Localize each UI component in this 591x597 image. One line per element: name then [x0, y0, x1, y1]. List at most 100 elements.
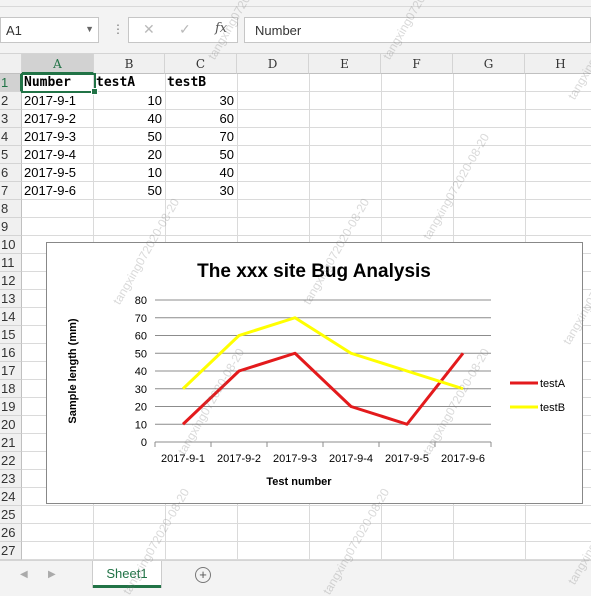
- row-header-20[interactable]: 20: [0, 416, 22, 434]
- y-tick-label: 80: [135, 295, 147, 307]
- cancel-icon[interactable]: ✕: [143, 21, 155, 37]
- header-cell[interactable]: testB: [167, 75, 207, 90]
- cell-testa[interactable]: 20: [147, 147, 162, 162]
- chart-canvas: The xxx site Bug Analysis 0 10 20 30 40 50 60 7…: [67, 261, 566, 488]
- sheet-tab-sheet1[interactable]: Sheet1: [93, 561, 161, 588]
- scroll-tabs-left-icon[interactable]: ◀: [20, 569, 28, 580]
- x-tick-label: 2017-9-6: [441, 453, 485, 465]
- header-cell[interactable]: Number: [24, 75, 71, 90]
- cell-testb[interactable]: 70: [219, 129, 234, 144]
- line-chart[interactable]: The xxx site Bug Analysis 0 10 20 30 40 50 60 7…: [46, 242, 583, 504]
- formula-input[interactable]: Number: [244, 17, 591, 43]
- active-cell-cursor: [21, 73, 98, 95]
- fill-handle[interactable]: [91, 88, 98, 95]
- row-header-18[interactable]: 18: [0, 380, 22, 398]
- cell-testb[interactable]: 30: [219, 183, 234, 198]
- scroll-tabs-right-icon[interactable]: ▶: [48, 569, 56, 580]
- formula-bar: A1 ▼ ⋮ ✕ ✓ fx Number: [0, 7, 591, 54]
- row-header-3[interactable]: 3: [0, 110, 22, 128]
- row-header-2[interactable]: 2: [0, 92, 22, 110]
- cell-testb[interactable]: 40: [219, 165, 234, 180]
- row-header-26[interactable]: 26: [0, 524, 22, 542]
- legend-label-testa: testA: [540, 378, 566, 390]
- cell-testb[interactable]: 50: [219, 147, 234, 162]
- formula-content: Number: [255, 23, 302, 38]
- row-header-11[interactable]: 11: [0, 254, 22, 272]
- x-tick-label: 2017-9-3: [273, 453, 317, 465]
- y-tick-label: 30: [135, 384, 147, 396]
- insert-function-icon[interactable]: fx: [215, 21, 228, 36]
- ribbon-edge: [0, 0, 591, 7]
- sheet-tab-bar: ◀ ▶ Sheet1 +: [0, 560, 591, 591]
- chart-legend[interactable]: testA testB: [510, 378, 566, 414]
- y-axis-label: Sample length (mm): [67, 318, 79, 423]
- row-header-25[interactable]: 25: [0, 506, 22, 524]
- formula-buttons: ✕ ✓ fx: [128, 17, 238, 43]
- y-tick-label: 10: [135, 419, 147, 431]
- cell-number[interactable]: 2017-9-5: [24, 165, 77, 180]
- row-header-9[interactable]: 9: [0, 218, 22, 236]
- row-header-7[interactable]: 7: [0, 182, 22, 200]
- name-box[interactable]: A1 ▼: [0, 17, 99, 43]
- cell-testa[interactable]: 50: [147, 129, 162, 144]
- row-header-23[interactable]: 23: [0, 470, 22, 488]
- y-tick-label: 0: [141, 437, 147, 449]
- cell-number[interactable]: 2017-9-4: [24, 147, 77, 162]
- row-header-22[interactable]: 22: [0, 452, 22, 470]
- row-header-17[interactable]: 17: [0, 362, 22, 380]
- header-cell[interactable]: testA: [96, 75, 136, 90]
- cell-number[interactable]: 2017-9-2: [24, 111, 77, 126]
- column-header-h[interactable]: H: [525, 54, 591, 74]
- y-tick-label: 50: [135, 348, 147, 360]
- column-header-c[interactable]: C: [165, 54, 237, 74]
- chevron-down-icon[interactable]: ▼: [85, 24, 94, 34]
- cell-testa[interactable]: 50: [147, 183, 162, 198]
- status-bar: [0, 590, 591, 596]
- row-header-27[interactable]: 27: [0, 542, 22, 560]
- select-all-corner[interactable]: [0, 54, 22, 74]
- y-tick-label: 40: [135, 366, 147, 378]
- x-tick-label: 2017-9-5: [385, 453, 429, 465]
- column-header-f[interactable]: F: [381, 54, 453, 74]
- column-header-g[interactable]: G: [453, 54, 525, 74]
- legend-label-testb: testB: [540, 402, 565, 414]
- column-header-d[interactable]: D: [237, 54, 309, 74]
- row-header-10[interactable]: 10: [0, 236, 22, 254]
- cell-number[interactable]: 2017-9-6: [24, 183, 77, 198]
- add-sheet-icon[interactable]: +: [195, 567, 211, 583]
- row-header-19[interactable]: 19: [0, 398, 22, 416]
- cell-testb[interactable]: 60: [219, 111, 234, 126]
- column-header-e[interactable]: E: [309, 54, 381, 74]
- enter-icon[interactable]: ✓: [179, 21, 191, 37]
- cell-number[interactable]: 2017-9-3: [24, 129, 77, 144]
- y-tick-label: 20: [135, 402, 147, 414]
- row-header-14[interactable]: 14: [0, 308, 22, 326]
- row-header-21[interactable]: 21: [0, 434, 22, 452]
- cell-number[interactable]: 2017-9-1: [24, 93, 77, 108]
- x-tick-label: 2017-9-2: [217, 453, 261, 465]
- series-line-testa[interactable]: [181, 351, 465, 426]
- series-line-testb[interactable]: [181, 316, 464, 391]
- cell-testa[interactable]: 40: [147, 111, 162, 126]
- row-header-24[interactable]: 24: [0, 488, 22, 506]
- cell-testb[interactable]: 30: [219, 93, 234, 108]
- cell-testa[interactable]: 10: [147, 165, 162, 180]
- row-header-5[interactable]: 5: [0, 146, 22, 164]
- row-header-16[interactable]: 16: [0, 344, 22, 362]
- row-header-15[interactable]: 15: [0, 326, 22, 344]
- row-header-1[interactable]: 1: [0, 74, 22, 92]
- row-header-8[interactable]: 8: [0, 200, 22, 218]
- x-tick-label: 2017-9-1: [161, 453, 205, 465]
- column-header-b[interactable]: B: [94, 54, 165, 74]
- y-tick-label: 70: [135, 313, 147, 325]
- x-axis-label: Test number: [266, 476, 332, 488]
- cell-testa[interactable]: 10: [147, 93, 162, 108]
- more-options-icon[interactable]: ⋮: [112, 22, 124, 36]
- x-tick-label: 2017-9-4: [329, 453, 373, 465]
- row-header-12[interactable]: 12: [0, 272, 22, 290]
- column-header-a[interactable]: A: [22, 54, 94, 74]
- y-tick-label: 60: [135, 331, 147, 343]
- row-header-4[interactable]: 4: [0, 128, 22, 146]
- row-header-13[interactable]: 13: [0, 290, 22, 308]
- row-header-6[interactable]: 6: [0, 164, 22, 182]
